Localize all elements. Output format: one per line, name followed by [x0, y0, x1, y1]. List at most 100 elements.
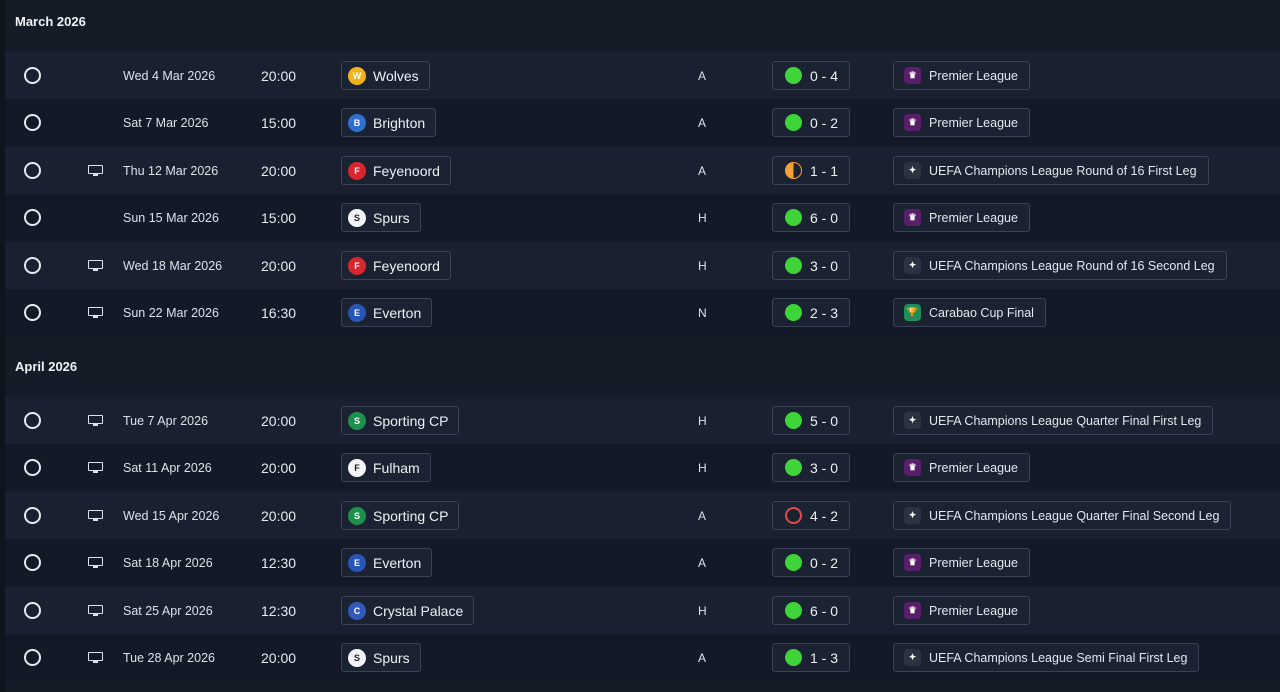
- result[interactable]: 0 - 2: [772, 539, 851, 586]
- competition-button[interactable]: ♛ Premier League: [893, 453, 1030, 482]
- opponent-button[interactable]: S Sporting CP: [341, 406, 460, 435]
- competition[interactable]: 🏆 Carabao Cup Final: [893, 289, 1046, 336]
- status-circle-icon[interactable]: [24, 459, 41, 476]
- result[interactable]: 1 - 1: [772, 147, 851, 194]
- fixture-row[interactable]: Tue 7 Apr 2026 20:00 S Sporting CP H 5 - 0 ✦ UE…: [5, 397, 1280, 444]
- competition-button[interactable]: ♛ Premier League: [893, 61, 1030, 90]
- opponent[interactable]: F Feyenoord: [341, 242, 451, 289]
- competition[interactable]: ♛ Premier League: [893, 52, 1030, 99]
- fixture-status[interactable]: [24, 587, 46, 634]
- score-button[interactable]: 0 - 2: [772, 548, 851, 577]
- status-circle-icon[interactable]: [24, 304, 41, 321]
- status-circle-icon[interactable]: [24, 257, 41, 274]
- score-button[interactable]: 0 - 4: [772, 61, 851, 90]
- competition[interactable]: ♛ Premier League: [893, 99, 1030, 146]
- score-button[interactable]: 0 - 2: [772, 108, 851, 137]
- fixture-row[interactable]: Wed 15 Apr 2026 20:00 S Sporting CP A 4 - 2 ✦ U…: [5, 492, 1280, 539]
- competition-button[interactable]: ✦ UEFA Champions League Semi Final First …: [893, 643, 1200, 672]
- result[interactable]: 0 - 2: [772, 99, 851, 146]
- fixture-status[interactable]: [24, 634, 46, 681]
- fixture-status[interactable]: [24, 492, 46, 539]
- opponent-button[interactable]: S Sporting CP: [341, 501, 460, 530]
- competition-button[interactable]: ♛ Premier League: [893, 596, 1030, 625]
- opponent[interactable]: S Sporting CP: [341, 492, 460, 539]
- opponent[interactable]: B Brighton: [341, 99, 437, 146]
- opponent-button[interactable]: E Everton: [341, 548, 433, 577]
- status-circle-icon[interactable]: [24, 602, 41, 619]
- competition-button[interactable]: 🏆 Carabao Cup Final: [893, 298, 1046, 327]
- fixture-status[interactable]: [24, 444, 46, 491]
- fixture-status[interactable]: [24, 539, 46, 586]
- fixture-status[interactable]: [24, 147, 46, 194]
- score-button[interactable]: 2 - 3: [772, 298, 851, 327]
- competition[interactable]: ♛ Premier League: [893, 587, 1030, 634]
- opponent[interactable]: E Everton: [341, 539, 433, 586]
- score-button[interactable]: 3 - 0: [772, 251, 851, 280]
- competition[interactable]: ✦ UEFA Champions League Round of 16 First…: [893, 147, 1209, 194]
- opponent[interactable]: W Wolves: [341, 52, 430, 99]
- competition[interactable]: ♛ Premier League: [893, 539, 1030, 586]
- status-circle-icon[interactable]: [24, 114, 41, 131]
- fixture-status[interactable]: [24, 289, 46, 336]
- status-circle-icon[interactable]: [24, 209, 41, 226]
- opponent[interactable]: F Feyenoord: [341, 147, 451, 194]
- score-button[interactable]: 3 - 0: [772, 453, 851, 482]
- competition-button[interactable]: ♛ Premier League: [893, 108, 1030, 137]
- fixture-row[interactable]: Wed 18 Mar 2026 20:00 F Feyenoord H 3 - 0 ✦ UEF…: [5, 242, 1280, 289]
- opponent[interactable]: S Spurs: [341, 634, 421, 681]
- competition-button[interactable]: ✦ UEFA Champions League Round of 16 Secon…: [893, 251, 1227, 280]
- opponent-button[interactable]: S Spurs: [341, 643, 421, 672]
- opponent[interactable]: E Everton: [341, 289, 433, 336]
- competition[interactable]: ✦ UEFA Champions League Quarter Final Sec…: [893, 492, 1232, 539]
- score-button[interactable]: 1 - 3: [772, 643, 851, 672]
- competition-button[interactable]: ♛ Premier League: [893, 203, 1030, 232]
- fixture-status[interactable]: [24, 242, 46, 289]
- fixture-status[interactable]: [24, 99, 46, 146]
- score-button[interactable]: 6 - 0: [772, 203, 851, 232]
- fixture-row[interactable]: Thu 12 Mar 2026 20:00 F Feyenoord A 1 - 1 ✦ UEF…: [5, 147, 1280, 194]
- fixture-row[interactable]: Sun 22 Mar 2026 16:30 E Everton N 2 - 3 🏆 Carab…: [5, 289, 1280, 336]
- result[interactable]: 4 - 2: [772, 492, 851, 539]
- score-button[interactable]: 1 - 1: [772, 156, 851, 185]
- score-button[interactable]: 4 - 2: [772, 501, 851, 530]
- status-circle-icon[interactable]: [24, 507, 41, 524]
- opponent[interactable]: S Sporting CP: [341, 397, 460, 444]
- competition[interactable]: ♛ Premier League: [893, 194, 1030, 241]
- result[interactable]: 0 - 4: [772, 52, 851, 99]
- status-circle-icon[interactable]: [24, 649, 41, 666]
- opponent-button[interactable]: F Feyenoord: [341, 251, 451, 280]
- opponent-button[interactable]: E Everton: [341, 298, 433, 327]
- result[interactable]: 2 - 3: [772, 289, 851, 336]
- fixture-row[interactable]: Tue 28 Apr 2026 20:00 S Spurs A 1 - 3 ✦ UEFA Ch…: [5, 634, 1280, 681]
- opponent-button[interactable]: F Fulham: [341, 453, 431, 482]
- fixture-status[interactable]: [24, 194, 46, 241]
- fixture-row[interactable]: Sat 25 Apr 2026 12:30 C Crystal Palace H 6 - …: [5, 587, 1280, 634]
- competition-button[interactable]: ♛ Premier League: [893, 548, 1030, 577]
- score-button[interactable]: 6 - 0: [772, 596, 851, 625]
- opponent-button[interactable]: B Brighton: [341, 108, 437, 137]
- competition-button[interactable]: ✦ UEFA Champions League Round of 16 First…: [893, 156, 1209, 185]
- competition[interactable]: ✦ UEFA Champions League Quarter Final Fir…: [893, 397, 1214, 444]
- opponent-button[interactable]: C Crystal Palace: [341, 596, 475, 625]
- status-circle-icon[interactable]: [24, 67, 41, 84]
- fixture-row[interactable]: Wed 4 Mar 2026 20:00 W Wolves A 0 - 4 ♛ Premier…: [5, 52, 1280, 99]
- result[interactable]: 1 - 3: [772, 634, 851, 681]
- score-button[interactable]: 5 - 0: [772, 406, 851, 435]
- fixture-row[interactable]: Sun 15 Mar 2026 15:00 S Spurs H 6 - 0 ♛ Premier…: [5, 194, 1280, 241]
- status-circle-icon[interactable]: [24, 554, 41, 571]
- competition[interactable]: ✦ UEFA Champions League Round of 16 Secon…: [893, 242, 1227, 289]
- opponent-button[interactable]: W Wolves: [341, 61, 430, 90]
- result[interactable]: 6 - 0: [772, 194, 851, 241]
- opponent-button[interactable]: S Spurs: [341, 203, 421, 232]
- result[interactable]: 5 - 0: [772, 397, 851, 444]
- opponent[interactable]: S Spurs: [341, 194, 421, 241]
- competition-button[interactable]: ✦ UEFA Champions League Quarter Final Sec…: [893, 501, 1232, 530]
- result[interactable]: 3 - 0: [772, 444, 851, 491]
- competition[interactable]: ✦ UEFA Champions League Semi Final First …: [893, 634, 1200, 681]
- fixture-row[interactable]: Sat 18 Apr 2026 12:30 E Everton A 0 - 2 ♛ Premi…: [5, 539, 1280, 586]
- status-circle-icon[interactable]: [24, 162, 41, 179]
- opponent-button[interactable]: F Feyenoord: [341, 156, 451, 185]
- competition[interactable]: ♛ Premier League: [893, 444, 1030, 491]
- fixture-status[interactable]: [24, 52, 46, 99]
- competition-button[interactable]: ✦ UEFA Champions League Quarter Final Fir…: [893, 406, 1214, 435]
